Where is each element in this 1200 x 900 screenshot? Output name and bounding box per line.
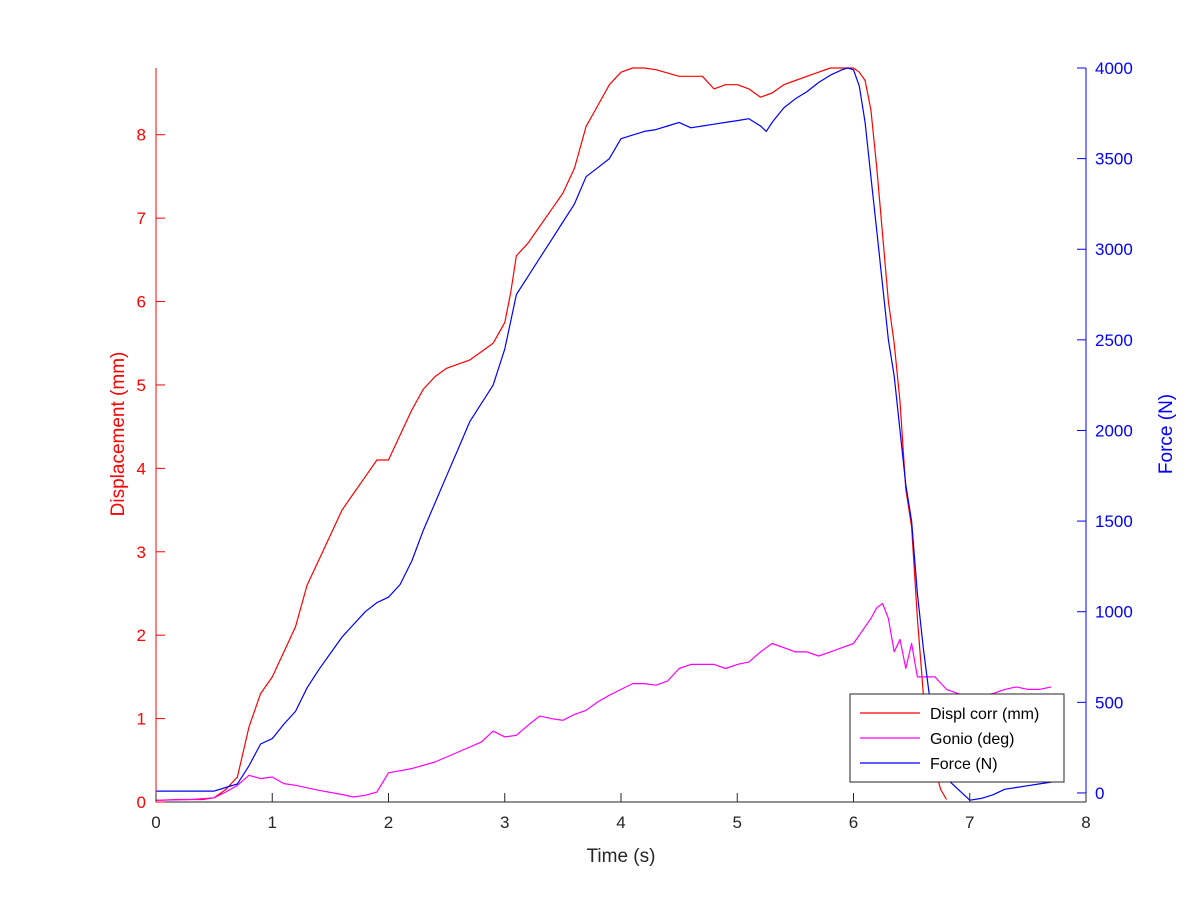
- x-tick-label: 6: [849, 813, 858, 832]
- left-y-tick-label: 7: [137, 209, 146, 228]
- right-y-tick-label: 1500: [1095, 512, 1133, 531]
- legend-label: Displ corr (mm): [930, 706, 1039, 723]
- right-y-axis-label: Force (N): [1156, 394, 1177, 474]
- right-y-tick-label: 1000: [1095, 603, 1133, 622]
- left-y-tick-label: 6: [137, 293, 146, 312]
- x-tick-label: 2: [384, 813, 393, 832]
- series-layer: [155, 67, 1052, 801]
- x-tick-label: 8: [1081, 813, 1090, 832]
- x-tick-label: 3: [500, 813, 509, 832]
- right-y-tick-label: 3000: [1095, 240, 1133, 259]
- right-y-tick-label: 2500: [1095, 331, 1133, 350]
- left-y-tick-label: 1: [137, 710, 146, 729]
- right-y-tick-label: 2000: [1095, 421, 1133, 440]
- series-line-2: [155, 602, 1052, 801]
- legend-label: Gonio (deg): [930, 731, 1015, 748]
- x-axis-label: Time (s): [587, 846, 656, 867]
- x-tick-label: 4: [616, 813, 625, 832]
- left-y-tick-label: 3: [137, 543, 146, 562]
- x-tick-label: 7: [965, 813, 974, 832]
- left-y-tick-label: 2: [137, 626, 146, 645]
- left-y-tick-label: 0: [137, 793, 146, 812]
- right-y-tick-label: 0: [1095, 784, 1104, 803]
- left-y-tick-label: 5: [137, 376, 146, 395]
- series-line-1: [155, 67, 948, 801]
- x-tick-label: 0: [151, 813, 160, 832]
- legend-label: Force (N): [930, 756, 998, 773]
- left-y-tick-label: 8: [137, 126, 146, 145]
- x-tick-label: 1: [268, 813, 277, 832]
- right-y-tick-label: 500: [1095, 693, 1123, 712]
- legend: Displ corr (mm) Gonio (deg) Force (N): [849, 693, 1065, 783]
- x-tick-label: 5: [733, 813, 742, 832]
- right-y-tick-label: 4000: [1095, 59, 1133, 78]
- right-y-tick-label: 3500: [1095, 150, 1133, 169]
- left-y-tick-label: 4: [137, 459, 146, 478]
- left-y-axis-label: Displacement (mm): [108, 352, 129, 517]
- series-line-3: [156, 67, 1052, 801]
- axes-layer: 0 1 2 3 4 5 6 7 80123456780500100015002000250030…: [137, 59, 1133, 832]
